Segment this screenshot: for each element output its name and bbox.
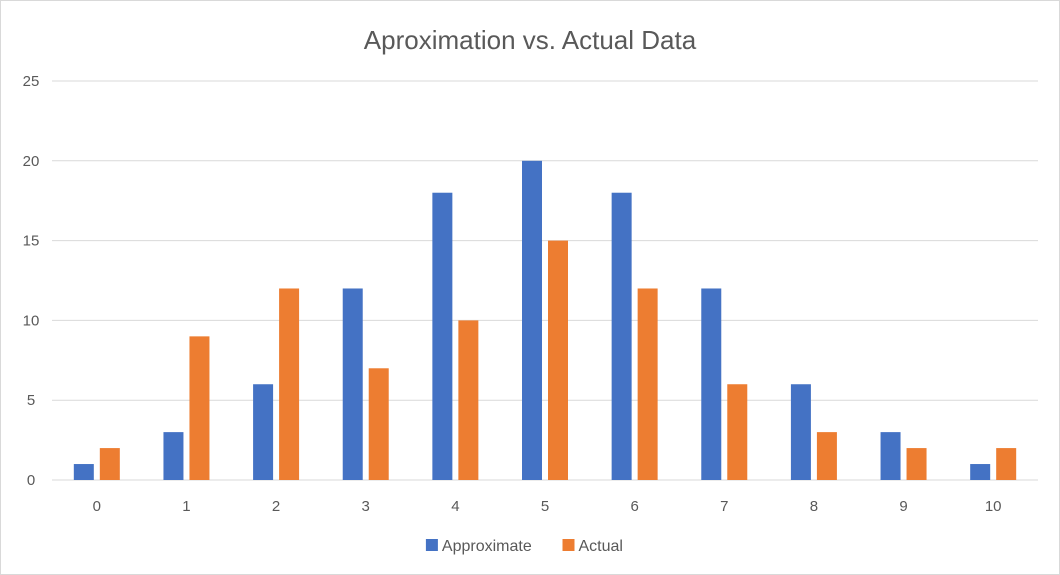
legend-swatch-approximate [425, 539, 438, 551]
bar-approximate-0 [73, 464, 94, 480]
bar-actual-2 [279, 288, 300, 480]
bar-actual-0 [99, 448, 120, 480]
bar-actual-7 [727, 384, 748, 480]
bar-approximate-7 [701, 288, 722, 480]
bar-actual-9 [906, 448, 927, 480]
bar-approximate-6 [611, 192, 632, 480]
bar-actual-10 [996, 448, 1017, 480]
bar-actual-6 [637, 288, 658, 480]
bar-actual-3 [368, 368, 389, 480]
bar-approximate-1 [163, 432, 184, 480]
x-tick-label: 2 [272, 498, 280, 515]
y-tick-label: 20 [23, 153, 40, 170]
x-tick-label: 7 [720, 498, 728, 515]
legend-label-approximate: Approximate [442, 538, 532, 555]
bar-approximate-5 [522, 160, 542, 481]
bar-approximate-9 [880, 432, 901, 480]
bar-approximate-8 [790, 384, 811, 480]
bar-approximate-2 [253, 384, 274, 480]
bar-approximate-4 [432, 192, 453, 480]
x-tick-label: 6 [630, 498, 638, 515]
y-tick-label: 0 [27, 472, 35, 489]
legend-swatch-actual [562, 539, 575, 551]
x-tick-label: 5 [541, 498, 549, 515]
y-tick-label: 10 [23, 312, 40, 329]
y-axis-labels: 0 5 10 15 20 25 [23, 73, 40, 489]
legend-label-actual: Actual [579, 538, 623, 555]
bar-actual-1 [189, 336, 210, 480]
legend-item-actual: Actual [562, 538, 623, 555]
bar-actual-5 [548, 240, 568, 480]
y-tick-label: 25 [23, 73, 40, 90]
x-tick-label: 4 [451, 498, 459, 515]
y-tick-label: 15 [23, 233, 40, 250]
legend-item-approximate: Approximate [425, 538, 532, 555]
x-tick-label: 0 [93, 498, 101, 515]
x-tick-label: 10 [985, 498, 1002, 515]
bar-approximate-3 [342, 288, 363, 480]
x-tick-label: 3 [362, 498, 370, 515]
x-axis-labels: 0 1 2 3 4 5 6 7 8 9 10 [93, 498, 1002, 515]
x-tick-label: 8 [810, 498, 818, 515]
y-tick-label: 5 [27, 392, 35, 409]
gridlines [52, 80, 1038, 481]
bar-approximate-10 [970, 464, 991, 480]
bar-actual-4 [458, 320, 479, 480]
x-tick-label: 1 [182, 498, 190, 515]
chart-title: Aproximation vs. Actual Data [364, 25, 697, 55]
bars [73, 160, 1017, 481]
legend: Approximate Actual [425, 538, 623, 555]
x-tick-label: 9 [899, 498, 907, 515]
bar-actual-8 [816, 432, 837, 480]
